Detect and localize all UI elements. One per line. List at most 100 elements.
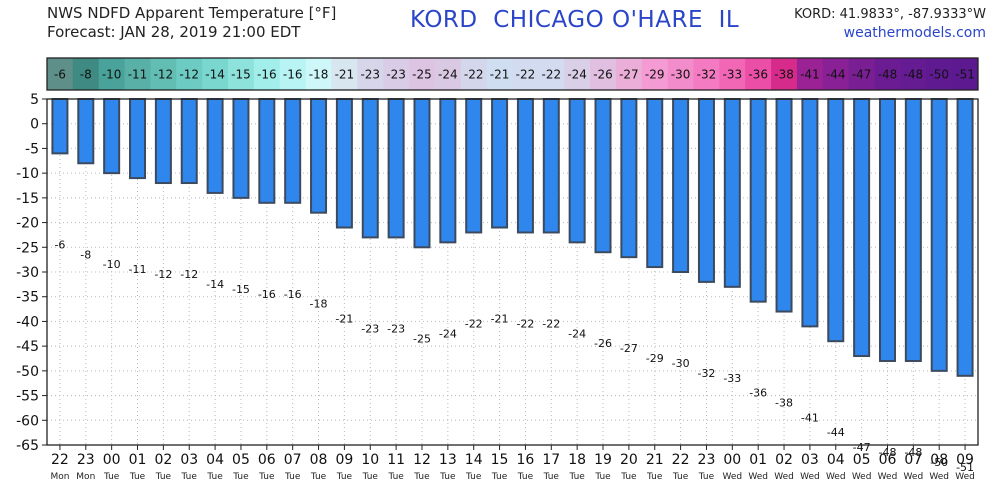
bar [904,98,922,362]
x-hour-label: 11 [387,452,405,468]
strip-cell [486,58,513,90]
x-hour-label: 00 [103,452,121,468]
strip-value-label: -23 [360,68,380,82]
plot-frame [46,98,979,446]
x-hour-label: 13 [439,452,457,468]
strip-cell [615,58,643,90]
y-tick-label: -45 [16,339,39,355]
bar-data-label: -32 [697,367,715,380]
y-tick-label: -55 [16,389,39,405]
x-hour-label: 01 [129,452,147,468]
x-day-label: Tue [232,472,249,482]
forecast-time: Forecast: JAN 28, 2019 21:00 EDT [47,23,301,41]
strip-value-label: -6 [54,68,66,82]
strip-value-label: -22 [516,68,536,82]
strip-value-label: -22 [541,68,561,82]
bar-data-label: -21 [491,313,509,326]
strip-cell [564,58,591,90]
x-hour-label: 07 [284,452,302,468]
bar [232,98,250,199]
strip-value-label: -30 [671,68,691,82]
x-day-label: Wed [800,472,820,482]
x-day-label: Tue [181,472,198,482]
x-day-label: Tue [206,472,223,482]
strip-cell [253,58,281,90]
x-day-label: Tue [310,472,327,482]
y-tick-label: -40 [16,314,39,330]
strip-cell [176,58,203,90]
bar-data-label: -23 [387,322,405,335]
chart-title: NWS NDFD Apparent Temperature [°F] [47,4,337,22]
strip-cell [874,58,901,90]
bar-data-label: -8 [80,248,91,261]
x-day-label: Wed [878,472,898,482]
strip-value-label: -8 [80,68,92,82]
strip-cell [150,58,177,90]
x-hour-label: 18 [568,452,586,468]
strip-value-label: -18 [309,68,329,82]
strip-value-label: -27 [619,68,639,82]
strip-value-label: -33 [723,68,743,82]
x-hour-label: 02 [775,452,793,468]
strip-cell [460,58,488,90]
x-hour-label: 05 [853,452,871,468]
x-hour-label: 23 [698,452,716,468]
x-day-label: Tue [698,472,715,482]
bar-data-label: -29 [646,352,664,365]
bar-data-label: -24 [568,327,586,340]
strip-cell [383,58,410,90]
x-day-label: Tue [155,472,172,482]
bar-data-label: -48 [879,446,897,459]
x-day-label: Tue [594,472,611,482]
bar [930,98,948,372]
strip-cell [47,58,74,90]
strip-cell [771,58,798,90]
bar-data-label: -51 [956,461,974,474]
bar [387,98,405,239]
strip-value-label: -25 [412,68,432,82]
strip-value-label: -24 [438,68,458,82]
strip-cell [434,58,462,90]
bar [180,98,198,185]
strip-cell [202,58,229,90]
x-day-label: Wed [955,472,975,482]
bar [129,98,147,180]
bar [439,98,457,244]
bar [361,98,379,239]
strip-cell [745,58,772,90]
x-day-label: Wed [748,472,768,482]
y-tick-label: 5 [30,92,39,108]
strip-cell [693,58,720,90]
strip-value-label: -12 [154,68,174,82]
bar-data-label: -21 [335,313,353,326]
strip-cell [952,58,979,90]
strip-value-label: -15 [231,68,251,82]
bar [284,98,302,204]
strip-value-label: -11 [128,68,148,82]
x-hour-label: 14 [465,452,483,468]
strip-value-label: -36 [748,68,768,82]
x-hour-label: 19 [594,452,612,468]
strip-cell [926,58,953,90]
y-tick-label: -60 [16,413,39,429]
strip-cell [667,58,695,90]
strip-value-label: -23 [386,68,406,82]
bar [154,98,172,185]
strip-value-label: -50 [929,68,949,82]
strip-value-label: -16 [257,68,277,82]
x-day-label: Tue [465,472,482,482]
y-tick-label: -15 [16,191,39,207]
bar [103,98,121,175]
bar [878,98,896,362]
site-link[interactable]: weathermodels.com [843,25,986,41]
x-hour-label: 02 [154,452,172,468]
bar-data-label: -22 [465,317,483,330]
bar-data-label: -12 [180,268,198,281]
x-hour-label: 22 [672,452,690,468]
bar [801,98,819,328]
strip-value-label: -14 [205,68,225,82]
x-day-label: Tue [620,472,637,482]
bar-data-label: -50 [930,456,948,469]
y-tick-label: -35 [16,290,39,306]
y-tick-label: 0 [30,117,39,133]
